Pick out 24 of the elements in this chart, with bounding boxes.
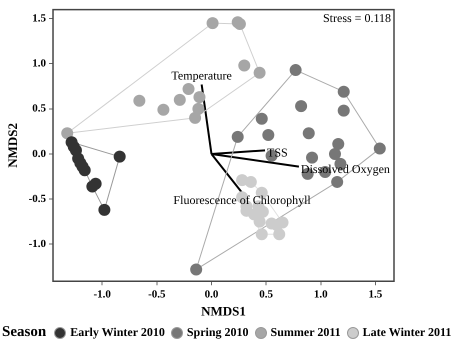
x-tick-label: -0.5 [148,288,166,301]
annotation: Stress = 0.118 [323,10,391,25]
x-tick-label: 1.5 [368,288,383,301]
legend-label: Late Winter 2011 [362,324,452,340]
y-axis-title: NMDS2 [5,123,20,168]
y-tick-label: 0.5 [32,102,47,115]
x-tick-label: -1.0 [93,288,112,301]
legend-label: Summer 2011 [270,324,341,340]
y-tick-label: -0.5 [28,192,47,205]
legend-label: Spring 2010 [186,324,249,340]
annotation: Fluorescence of Chlorophyll [173,192,312,207]
y-tick-label: 0.0 [32,148,47,160]
annotation: Dissolved Oxygen [300,162,390,176]
annotation: TSS [267,146,288,160]
x-tick-label: 0.0 [204,288,219,301]
y-tick-label: 1.0 [32,58,47,70]
legend-title: Season [2,324,46,340]
annotation: Temperature [171,68,232,83]
x-tick-label: 0.5 [259,288,274,301]
x-axis-title: NMDS1 [201,304,246,319]
y-tick-label: 1.5 [32,12,47,24]
y-tick-label: -1.0 [28,238,47,250]
legend-label: Early Winter 2010 [69,324,165,340]
x-tick-label: 1.0 [314,288,328,301]
